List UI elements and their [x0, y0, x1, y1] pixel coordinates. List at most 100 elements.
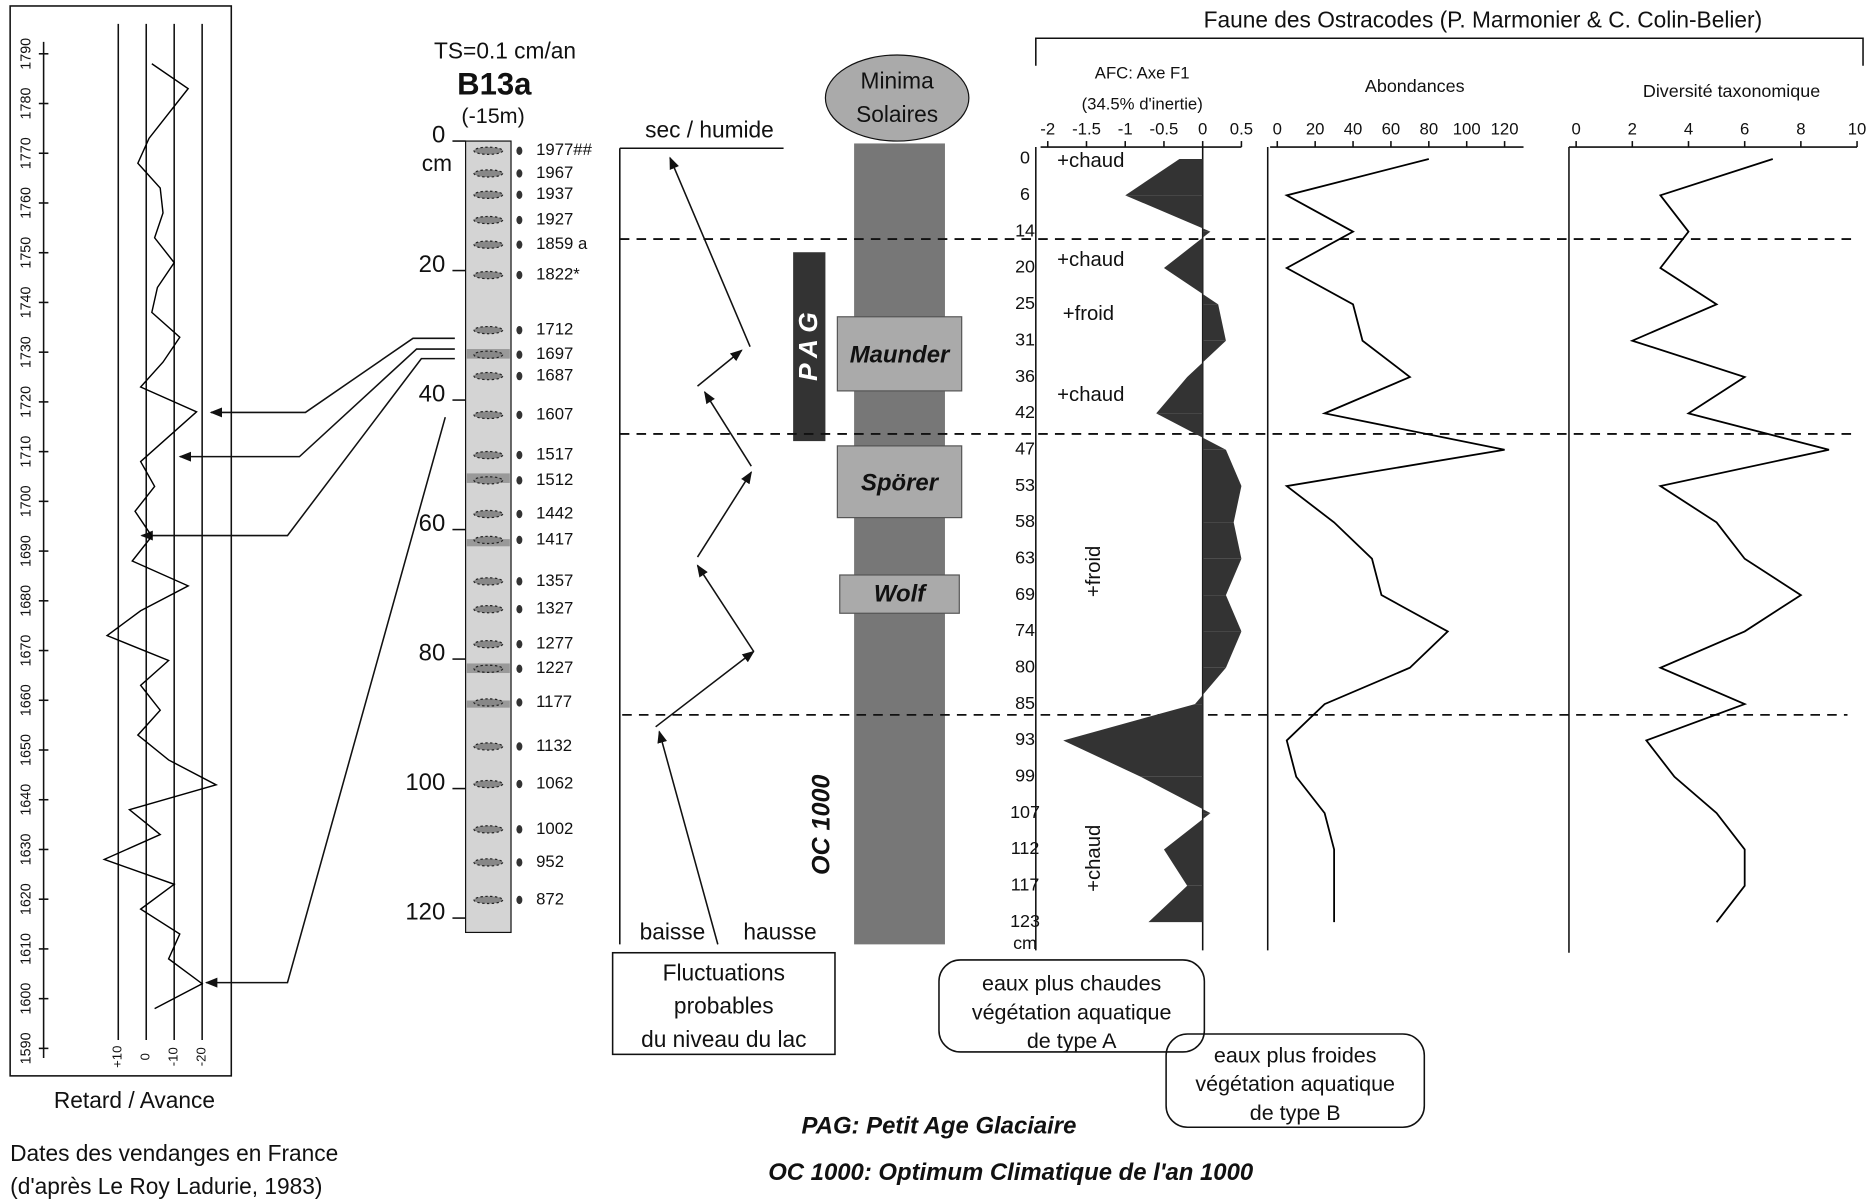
- core-sample: [473, 476, 504, 485]
- scheme-label: hausse: [743, 919, 816, 945]
- sample-dot: [516, 270, 523, 280]
- y-tick-label: 1730: [19, 336, 35, 368]
- x-tick-label: -20: [194, 1047, 209, 1066]
- solar-column: [854, 143, 945, 945]
- area-segment: [1125, 158, 1203, 196]
- oc-label: OC 1000: [808, 775, 836, 875]
- sample-label: 1227: [536, 658, 573, 677]
- depth-label: 63: [1015, 547, 1035, 567]
- sample-dot: [516, 779, 523, 789]
- depth-label: 112: [1011, 838, 1040, 858]
- annotation: +chaud: [1083, 825, 1105, 892]
- note: eaux plus chaudes: [982, 972, 1161, 996]
- x-tick-label: 6: [1740, 120, 1749, 139]
- event-box: [839, 574, 960, 614]
- depth-label: 6: [1020, 184, 1030, 204]
- sample-dot: [516, 325, 523, 335]
- sample-label: 1132: [536, 736, 572, 755]
- sample-dot: [516, 240, 523, 249]
- sample-dot: [516, 190, 523, 199]
- core-sample: [473, 605, 504, 614]
- depth-label: 107: [1010, 802, 1040, 822]
- y-tick-label: 1680: [19, 585, 35, 617]
- sample-dot: [516, 742, 523, 751]
- y-tick-label: 1590: [19, 1032, 35, 1064]
- note-box: [938, 959, 1206, 1053]
- y-tick-label: 80: [419, 640, 446, 667]
- panel-title: (34.5% d'inertie): [1082, 95, 1203, 114]
- y-tick-label: 120: [405, 899, 445, 926]
- area-segment: [1156, 377, 1203, 414]
- y-tick-label: 20: [419, 251, 446, 278]
- sample-dot: [516, 858, 523, 867]
- x-tick-label: 20: [1306, 120, 1325, 139]
- x-tick-label: -1: [1118, 120, 1133, 139]
- depth-label: 117: [1011, 875, 1040, 895]
- sample-dot: [516, 476, 523, 485]
- sample-label: 1967: [536, 163, 573, 182]
- x-tick-label: +10: [110, 1046, 125, 1068]
- panel-title: Diversité taxonomique: [1643, 81, 1820, 101]
- core-sample: [473, 146, 504, 155]
- core-sample: [473, 190, 504, 199]
- event-box: [836, 316, 963, 392]
- header-bracket: [1035, 37, 1864, 66]
- sample-label: 1002: [536, 819, 573, 838]
- area-segment: [1148, 885, 1203, 923]
- sample-label: 1977##: [536, 140, 592, 159]
- sample-dot: [516, 371, 523, 381]
- x-tick-label: -2: [1040, 120, 1055, 139]
- area-segment: [1187, 340, 1226, 378]
- data-line: [1284, 158, 1505, 923]
- pag-label: P A G: [793, 312, 823, 381]
- sample-label: 1937: [536, 184, 573, 203]
- y-tick-label: 1640: [19, 784, 35, 816]
- core-sample: [473, 535, 504, 545]
- y-tick-label: 0: [432, 122, 445, 149]
- core-sample: [473, 664, 504, 673]
- sample-dot: [516, 410, 523, 420]
- core-subtitle: TS=0.1 cm/an: [434, 38, 576, 64]
- core-title: B13a: [457, 66, 532, 101]
- data-line: [1629, 158, 1830, 923]
- y-tick-label: 1600: [19, 983, 35, 1015]
- core-sample: [473, 639, 504, 649]
- area-segment: [1063, 740, 1203, 777]
- sample-dot: [516, 577, 523, 586]
- core-sample: [473, 270, 504, 280]
- solar-title: Minima: [861, 67, 935, 93]
- caption: probables: [674, 993, 774, 1019]
- annotation: +chaud: [1057, 384, 1124, 406]
- x-tick-label: 60: [1382, 120, 1401, 139]
- event-label: Spörer: [861, 469, 940, 496]
- core-sample: [473, 169, 504, 178]
- y-tick-label: 1670: [19, 635, 35, 667]
- y-tick-label: 1720: [19, 386, 35, 418]
- core-sample: [473, 410, 504, 420]
- x-tick-label: 0: [1273, 120, 1282, 139]
- area-segment: [1125, 195, 1211, 232]
- y-tick-label: 1700: [19, 485, 35, 517]
- event-label: Wolf: [874, 581, 927, 608]
- scheme-title: sec / humide: [645, 116, 774, 142]
- header-title: Faune des Ostracodes (P. Marmonier & C. …: [1204, 7, 1763, 33]
- x-tick-label: 100: [1453, 120, 1481, 139]
- core-sample: [473, 509, 504, 519]
- depth-label: 85: [1015, 693, 1035, 713]
- y-tick-label: 1790: [19, 38, 35, 70]
- area-segment: [1202, 486, 1242, 523]
- y-tick-label: 60: [419, 510, 446, 537]
- x-tick-label: 8: [1796, 120, 1805, 139]
- solar-ellipse: [824, 54, 970, 142]
- y-tick-label: 1660: [19, 684, 35, 716]
- y-tick-label: 1610: [19, 933, 35, 965]
- sample-label: 1062: [536, 773, 573, 792]
- depth-unit: cm: [422, 150, 452, 176]
- x-tick-label: 40: [1344, 120, 1363, 139]
- sample-dot: [516, 639, 523, 649]
- event-box: [836, 445, 963, 519]
- sample-label: 872: [536, 889, 564, 908]
- annotation: +chaud: [1057, 150, 1124, 172]
- area-segment: [1163, 849, 1203, 886]
- depth-label: 42: [1015, 402, 1035, 422]
